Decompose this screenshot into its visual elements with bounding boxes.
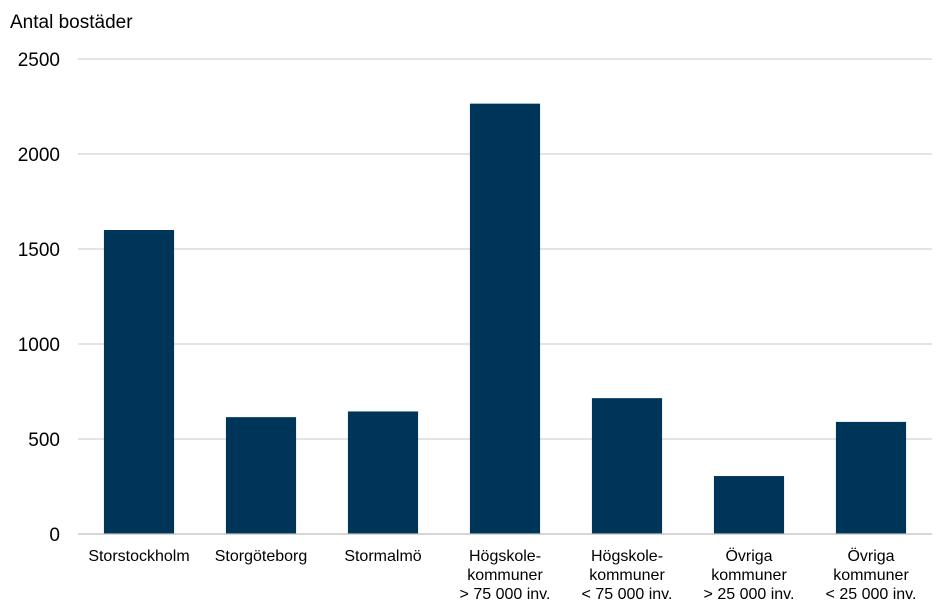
y-tick-label: 0	[49, 525, 60, 546]
y-tick-label: 1500	[18, 240, 60, 261]
bar	[103, 230, 175, 534]
x-category-label-line: > 25 000 inv.	[704, 586, 795, 603]
x-category-label: Stormalmö	[344, 548, 421, 565]
y-axis-label: Antal bostäder	[10, 12, 133, 33]
x-category-label-line: Stormalmö	[344, 548, 421, 565]
x-category-label: Högskole-kommuner < 75 000 inv.	[582, 548, 673, 603]
x-category-label-line: kommuner	[467, 567, 543, 584]
y-tick-label: 500	[28, 430, 60, 451]
x-category-label-line: < 25 000 inv.	[826, 586, 917, 603]
x-category-label-line: Storgöteborg	[215, 548, 308, 565]
bar	[225, 417, 297, 534]
y-tick-label: 1000	[18, 335, 60, 356]
x-category-label-line: Övriga	[725, 547, 772, 565]
bar	[713, 476, 785, 534]
x-category-label-line: Högskole-	[469, 548, 541, 565]
x-category-label: Storstockholm	[88, 548, 189, 565]
x-category-label-line: kommuner	[711, 567, 787, 584]
bar	[591, 398, 663, 534]
y-tick-label: 2500	[18, 50, 60, 71]
x-category-label-line: kommuner	[589, 567, 665, 584]
x-category-label: Högskole-kommuner > 75 000 inv.	[460, 548, 551, 603]
x-category-label-line: Högskole-	[591, 548, 663, 565]
y-axis-ticks: 0 500 1000 1500 2000 2500	[18, 50, 60, 546]
x-category-label-line: > 75 000 inv.	[460, 586, 551, 603]
y-tick-label: 2000	[18, 145, 60, 166]
x-axis-categories: Storstockholm Storgöteborg Stormalmö Högsko…	[88, 547, 916, 603]
bar	[347, 411, 419, 534]
x-category-label-line: < 75 000 inv.	[582, 586, 673, 603]
bar	[835, 421, 907, 534]
x-category-label-line: kommuner	[833, 567, 909, 584]
x-category-label: Övriga kommuner < 25 000 inv.	[826, 547, 917, 603]
x-category-label-line: Övriga	[847, 547, 894, 565]
x-category-label: Övriga kommuner > 25 000 inv.	[704, 547, 795, 603]
x-category-label-line: Storstockholm	[88, 548, 189, 565]
bar	[469, 103, 541, 535]
x-category-label: Storgöteborg	[215, 548, 308, 565]
bars	[103, 103, 907, 535]
